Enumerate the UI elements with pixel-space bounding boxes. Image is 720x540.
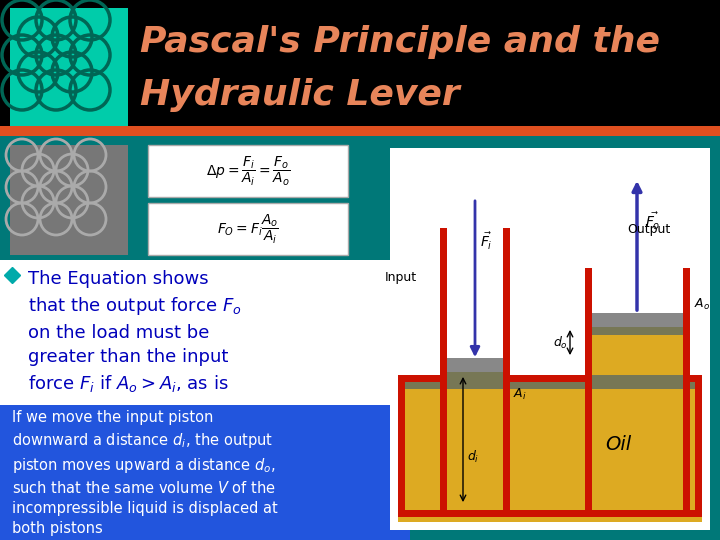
Bar xyxy=(695,375,702,517)
Bar xyxy=(0,260,410,405)
Bar xyxy=(0,126,720,136)
Bar xyxy=(0,0,720,130)
Text: $F_O = F_i \dfrac{A_o}{A_i}$: $F_O = F_i \dfrac{A_o}{A_i}$ xyxy=(217,212,279,246)
Text: $A_i$: $A_i$ xyxy=(513,387,526,402)
Bar xyxy=(398,510,702,517)
Bar xyxy=(398,375,447,382)
Text: Pascal's Principle and the: Pascal's Principle and the xyxy=(140,25,660,59)
Text: Input: Input xyxy=(385,272,417,285)
Bar xyxy=(585,327,690,510)
Bar xyxy=(585,325,690,335)
Bar xyxy=(440,228,510,510)
Bar xyxy=(683,375,702,382)
Bar xyxy=(440,370,510,380)
Text: $A_o$: $A_o$ xyxy=(694,297,710,312)
Bar xyxy=(10,145,128,255)
Bar xyxy=(440,228,447,510)
Text: Output: Output xyxy=(627,223,670,236)
Text: Oil: Oil xyxy=(605,435,631,454)
Bar xyxy=(0,136,720,540)
Bar xyxy=(503,228,510,510)
Bar xyxy=(592,313,683,327)
Text: $d_o$: $d_o$ xyxy=(553,335,568,351)
Bar xyxy=(447,358,503,372)
Bar xyxy=(398,375,702,522)
Bar xyxy=(398,375,405,517)
Text: $d_i$: $d_i$ xyxy=(467,449,480,465)
Bar xyxy=(10,8,128,126)
Bar xyxy=(148,145,348,197)
Bar xyxy=(0,405,410,540)
Bar xyxy=(585,268,592,510)
Bar xyxy=(390,148,710,530)
Bar xyxy=(683,268,690,510)
Text: $\Delta p = \dfrac{F_i}{A_i} = \dfrac{F_o}{A_o}$: $\Delta p = \dfrac{F_i}{A_i} = \dfrac{F_… xyxy=(206,154,290,187)
Bar xyxy=(585,268,690,510)
Text: $\vec{F_i}$: $\vec{F_i}$ xyxy=(480,231,492,252)
Text: $\vec{F_o}$: $\vec{F_o}$ xyxy=(645,211,660,232)
Bar xyxy=(398,375,702,389)
Bar xyxy=(148,203,348,255)
Bar xyxy=(440,372,510,510)
Text: Hydraulic Lever: Hydraulic Lever xyxy=(140,78,460,112)
Text: If we move the input piston
downward a distance $d_i$, the output
piston moves u: If we move the input piston downward a d… xyxy=(12,410,278,536)
Text: The Equation shows
that the output force $F_o$
on the load must be
greater than : The Equation shows that the output force… xyxy=(28,270,242,394)
Bar xyxy=(503,375,592,382)
